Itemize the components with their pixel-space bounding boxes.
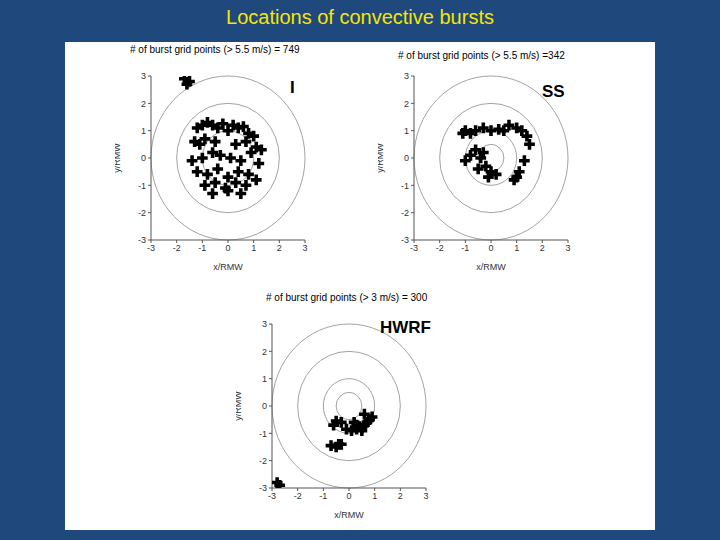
svg-text:x/RMW: x/RMW bbox=[476, 262, 506, 270]
svg-text:-3: -3 bbox=[410, 243, 418, 253]
svg-text:0: 0 bbox=[262, 401, 267, 411]
svg-text:y/RMW: y/RMW bbox=[115, 143, 122, 173]
svg-text:0: 0 bbox=[404, 153, 409, 163]
svg-text:-2: -2 bbox=[294, 491, 302, 501]
svg-text:-1: -1 bbox=[401, 181, 409, 191]
svg-text:-3: -3 bbox=[268, 491, 276, 501]
svg-text:3: 3 bbox=[141, 71, 146, 81]
html-text:# of burst grid points (> 5.5: # of burst grid points (> 5.5 m/s) = 749 bbox=[130, 44, 300, 55]
svg-text:3: 3 bbox=[565, 243, 570, 253]
svg-text:1: 1 bbox=[141, 126, 146, 136]
svg-text:2: 2 bbox=[277, 243, 282, 253]
svg-text:-3: -3 bbox=[138, 235, 146, 245]
html-text:SS: SS bbox=[542, 82, 565, 101]
svg-text:-3: -3 bbox=[259, 483, 267, 493]
svg-text:-1: -1 bbox=[198, 243, 206, 253]
svg-text:1: 1 bbox=[404, 126, 409, 136]
svg-text:1: 1 bbox=[372, 491, 377, 501]
svg-text:x/RMW: x/RMW bbox=[334, 510, 364, 518]
svg-text:x/RMW: x/RMW bbox=[213, 262, 243, 270]
svg-text:-1: -1 bbox=[319, 491, 327, 501]
svg-text:0: 0 bbox=[141, 153, 146, 163]
svg-text:-2: -2 bbox=[173, 243, 181, 253]
svg-text:1: 1 bbox=[514, 243, 519, 253]
svg-text:2: 2 bbox=[141, 99, 146, 109]
svg-text:-1: -1 bbox=[461, 243, 469, 253]
svg-text:-1: -1 bbox=[138, 181, 146, 191]
svg-text:-3: -3 bbox=[147, 243, 155, 253]
svg-text:0: 0 bbox=[346, 491, 351, 501]
svg-text:-3: -3 bbox=[401, 235, 409, 245]
svg-text:-2: -2 bbox=[401, 208, 409, 218]
svg-text:-2: -2 bbox=[259, 456, 267, 466]
html-text:Locations of convective bursts: Locations of convective bursts bbox=[226, 6, 494, 28]
svg-text:2: 2 bbox=[540, 243, 545, 253]
svg-text:-2: -2 bbox=[138, 208, 146, 218]
svg-text:2: 2 bbox=[404, 99, 409, 109]
svg-text:-2: -2 bbox=[436, 243, 444, 253]
svg-text:0: 0 bbox=[225, 243, 230, 253]
html-text:HWRF: HWRF bbox=[380, 318, 431, 337]
html-text:# of burst grid points (> 3 m/: # of burst grid points (> 3 m/s) = 300 bbox=[266, 292, 428, 303]
svg-text:0: 0 bbox=[488, 243, 493, 253]
svg-text:y/RMW: y/RMW bbox=[236, 391, 243, 421]
svg-text:2: 2 bbox=[398, 491, 403, 501]
svg-text:1: 1 bbox=[251, 243, 256, 253]
svg-text:y/RMW: y/RMW bbox=[378, 143, 385, 173]
html-text:I: I bbox=[290, 78, 295, 97]
svg-text:3: 3 bbox=[404, 71, 409, 81]
svg-text:3: 3 bbox=[302, 243, 307, 253]
svg-text:-1: -1 bbox=[259, 429, 267, 439]
svg-text:1: 1 bbox=[262, 374, 267, 384]
html-text:# of burst grid points (> 5.5: # of burst grid points (> 5.5 m/s) =342 bbox=[398, 50, 565, 61]
svg-text:3: 3 bbox=[423, 491, 428, 501]
svg-text:2: 2 bbox=[262, 347, 267, 357]
svg-text:3: 3 bbox=[262, 319, 267, 329]
